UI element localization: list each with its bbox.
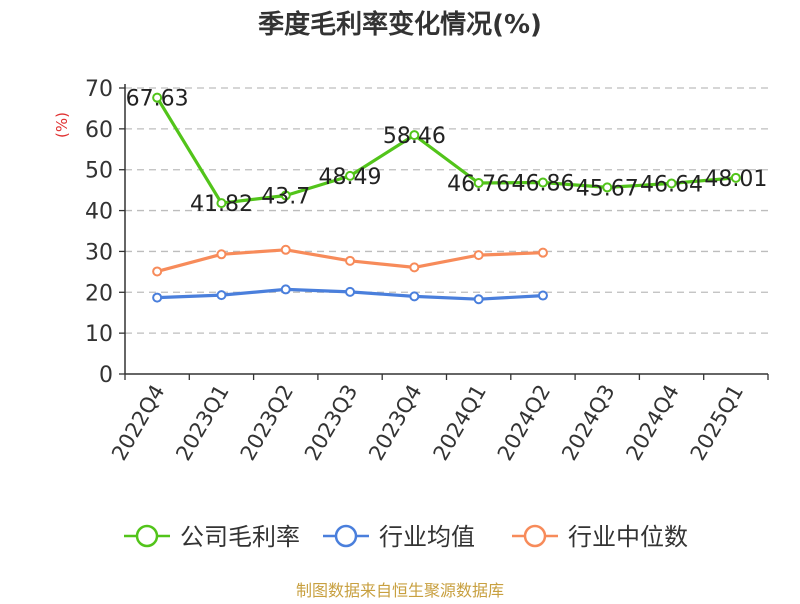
data-label: 43.7 bbox=[261, 184, 310, 209]
data-point bbox=[473, 250, 484, 261]
x-tick-label: 2023Q3 bbox=[300, 381, 362, 465]
y-tick-label: 50 bbox=[85, 159, 113, 184]
x-tick-label: 2025Q1 bbox=[686, 381, 748, 465]
data-point bbox=[473, 177, 484, 188]
data-label: 46.86 bbox=[511, 172, 574, 197]
y-tick-label: 40 bbox=[85, 200, 113, 225]
legend-marker bbox=[334, 524, 358, 548]
data-point bbox=[345, 286, 356, 297]
chart-title: 季度毛利率变化情况(%) bbox=[258, 9, 542, 40]
data-label: 46.76 bbox=[447, 172, 510, 197]
data-point bbox=[409, 262, 420, 273]
data-point bbox=[152, 92, 163, 103]
legend-label: 行业中位数 bbox=[568, 523, 688, 551]
x-tick-label: 2023Q1 bbox=[171, 381, 233, 465]
data-label: 41.82 bbox=[190, 192, 253, 217]
data-point bbox=[409, 130, 420, 141]
x-tick-label: 2024Q2 bbox=[493, 381, 555, 465]
data-label: 45.67 bbox=[576, 176, 639, 201]
legend-marker bbox=[135, 524, 159, 548]
series-line bbox=[155, 96, 737, 205]
data-point bbox=[730, 172, 741, 183]
data-point bbox=[152, 266, 163, 277]
y-tick-label: 30 bbox=[85, 240, 113, 265]
data-label: 48.01 bbox=[704, 167, 767, 192]
y-tick-label: 0 bbox=[99, 363, 113, 388]
x-tick-label: 2022Q4 bbox=[107, 381, 169, 465]
series-layer bbox=[152, 92, 741, 305]
data-point bbox=[473, 294, 484, 305]
data-source-note: 制图数据来自恒生聚源数据库 bbox=[296, 581, 504, 600]
x-tick-label: 2024Q3 bbox=[557, 381, 619, 465]
data-label: 58.46 bbox=[383, 124, 446, 149]
legend: 公司毛利率 行业均值 行业中位数 bbox=[124, 523, 688, 551]
y-axis-label: (%) bbox=[53, 112, 71, 138]
data-point bbox=[345, 255, 356, 266]
y-tick-label: 70 bbox=[85, 77, 113, 102]
data-point bbox=[280, 190, 291, 201]
data-point bbox=[216, 249, 227, 260]
legend-label: 公司毛利率 bbox=[180, 523, 300, 551]
data-point bbox=[666, 178, 677, 189]
data-point bbox=[216, 290, 227, 301]
data-point bbox=[216, 198, 227, 209]
data-point bbox=[280, 284, 291, 295]
legend-label: 行业均值 bbox=[379, 523, 475, 551]
data-label: 48.49 bbox=[319, 165, 382, 190]
data-point bbox=[537, 290, 548, 301]
x-tick-label: 2024Q1 bbox=[429, 381, 491, 465]
data-point bbox=[345, 170, 356, 181]
data-label: 67.63 bbox=[126, 87, 189, 112]
y-tick-label: 20 bbox=[85, 281, 113, 306]
x-tick-label: 2023Q4 bbox=[364, 381, 426, 465]
data-point bbox=[152, 292, 163, 303]
x-tick-label: 2023Q2 bbox=[236, 381, 298, 465]
data-point bbox=[280, 244, 291, 255]
legend-marker bbox=[523, 524, 547, 548]
data-point bbox=[537, 177, 548, 188]
y-tick-label: 60 bbox=[85, 118, 113, 143]
x-tick-label: 2024Q4 bbox=[621, 381, 683, 465]
data-point bbox=[537, 247, 548, 258]
data-label: 46.64 bbox=[640, 172, 703, 197]
y-tick-label: 10 bbox=[85, 322, 113, 347]
data-point bbox=[409, 291, 420, 302]
data-point bbox=[602, 182, 613, 193]
